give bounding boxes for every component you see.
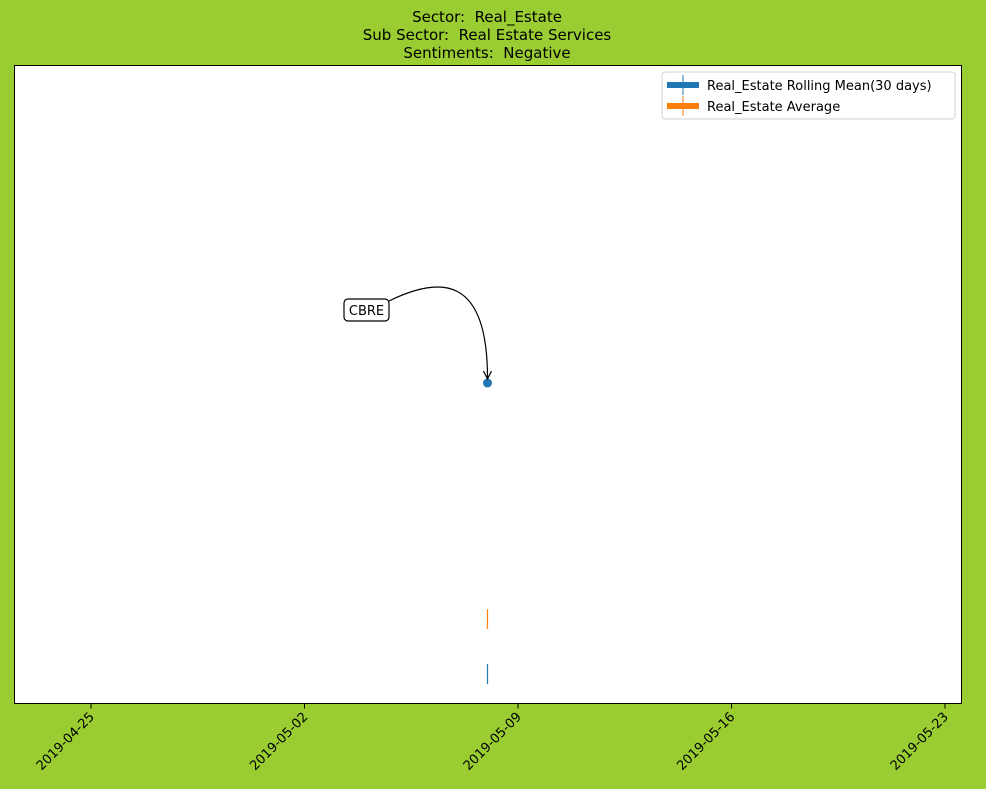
annotation-arrow-head bbox=[482, 370, 493, 381]
x-tick-label-0: 2019-04-25 bbox=[34, 710, 98, 774]
x-tick-label-2: 2019-05-09 bbox=[461, 710, 525, 774]
legend-label-1: Real_Estate Average bbox=[707, 100, 840, 115]
data-marks bbox=[483, 378, 492, 684]
chart-title: Sector: Real_Estate Sub Sector: Real Est… bbox=[0, 8, 974, 62]
x-tick-label-1: 2019-05-02 bbox=[247, 710, 311, 774]
annotation: CBRE bbox=[343, 286, 493, 381]
x-axis: 2019-04-25 2019-05-02 2019-05-09 2019-05-16… bbox=[34, 703, 952, 774]
title-sentiment: Sentiments: Negative bbox=[403, 44, 571, 62]
x-tick-label-3: 2019-05-16 bbox=[674, 710, 738, 774]
legend-label-0: Real_Estate Rolling Mean(30 days) bbox=[707, 79, 932, 94]
title-sector: Sector: Real_Estate bbox=[412, 8, 562, 26]
x-tick-label-4: 2019-05-23 bbox=[888, 710, 952, 774]
annotation-box bbox=[343, 298, 390, 322]
annotation-arrow-line bbox=[388, 286, 489, 379]
legend: Real_Estate Rolling Mean(30 days) Real_Es… bbox=[661, 71, 956, 120]
legend-frame bbox=[661, 71, 956, 120]
highlight-point bbox=[483, 378, 492, 388]
annotation-label: CBRE bbox=[349, 304, 384, 319]
title-sub-sector: Sub Sector: Real Estate Services bbox=[362, 26, 612, 44]
